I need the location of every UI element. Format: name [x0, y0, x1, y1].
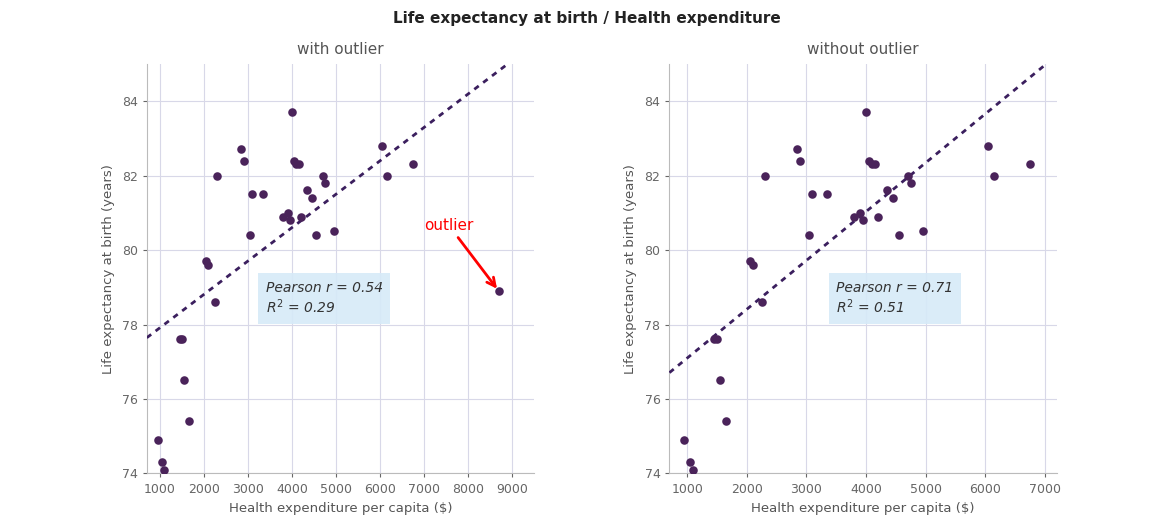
X-axis label: Health expenditure per capita ($): Health expenditure per capita ($) — [229, 502, 452, 516]
Point — [303, 194, 322, 202]
Point — [306, 231, 325, 239]
Point — [291, 212, 310, 221]
Point — [173, 335, 191, 344]
Point — [877, 186, 896, 195]
Point — [281, 216, 299, 225]
Point — [788, 145, 807, 154]
Point — [791, 156, 810, 165]
Point — [254, 190, 272, 198]
Point — [979, 142, 998, 150]
Point — [372, 142, 391, 150]
Point — [799, 231, 818, 239]
Point — [205, 298, 224, 306]
Point — [851, 209, 870, 217]
Point — [708, 335, 727, 344]
Point — [241, 231, 259, 239]
Title: with outlier: with outlier — [297, 42, 384, 57]
Text: Pearson r = 0.54
$R^2$ = 0.29: Pearson r = 0.54 $R^2$ = 0.29 — [265, 280, 383, 317]
Point — [148, 436, 167, 444]
Point — [857, 108, 876, 117]
Point — [377, 171, 396, 180]
Text: Pearson r = 0.71
$R^2$ = 0.51: Pearson r = 0.71 $R^2$ = 0.51 — [836, 280, 953, 317]
Point — [283, 108, 302, 117]
Text: outlier: outlier — [424, 218, 495, 286]
Point — [743, 261, 762, 269]
Point — [898, 171, 917, 180]
Point — [208, 171, 227, 180]
Point — [274, 212, 292, 221]
Point — [170, 335, 189, 344]
Point — [684, 466, 703, 474]
Point — [985, 171, 1004, 180]
Point — [153, 458, 171, 467]
Point — [863, 160, 882, 169]
Y-axis label: Life expectancy at birth (years): Life expectancy at birth (years) — [102, 164, 115, 373]
Point — [243, 190, 262, 198]
Point — [865, 160, 884, 169]
Point — [902, 179, 920, 187]
Title: without outlier: without outlier — [808, 42, 919, 57]
Point — [844, 212, 863, 221]
Point — [298, 186, 317, 195]
Point — [869, 212, 888, 221]
Point — [234, 156, 252, 165]
Point — [289, 160, 308, 169]
Point — [232, 145, 251, 154]
Point — [197, 257, 216, 265]
Point — [286, 160, 305, 169]
Y-axis label: Life expectancy at birth (years): Life expectancy at birth (years) — [625, 164, 637, 373]
Point — [710, 376, 729, 385]
Point — [324, 227, 343, 236]
Point — [404, 160, 423, 169]
X-axis label: Health expenditure per capita ($): Health expenditure per capita ($) — [751, 502, 974, 516]
Point — [883, 194, 902, 202]
Point — [1020, 160, 1039, 169]
Point — [155, 466, 174, 474]
Point — [853, 216, 872, 225]
Point — [316, 179, 335, 187]
Point — [278, 209, 297, 217]
Point — [704, 335, 723, 344]
Point — [198, 261, 217, 269]
Point — [716, 417, 735, 426]
Point — [818, 190, 837, 198]
Point — [681, 458, 700, 467]
Point — [803, 190, 822, 198]
Point — [313, 171, 332, 180]
Point — [859, 156, 878, 165]
Point — [755, 171, 774, 180]
Point — [913, 227, 932, 236]
Point — [180, 417, 198, 426]
Point — [890, 231, 909, 239]
Point — [675, 436, 694, 444]
Text: Life expectancy at birth / Health expenditure: Life expectancy at birth / Health expend… — [393, 11, 781, 26]
Point — [753, 298, 771, 306]
Point — [490, 287, 508, 295]
Point — [175, 376, 194, 385]
Point — [741, 257, 760, 265]
Point — [285, 156, 304, 165]
